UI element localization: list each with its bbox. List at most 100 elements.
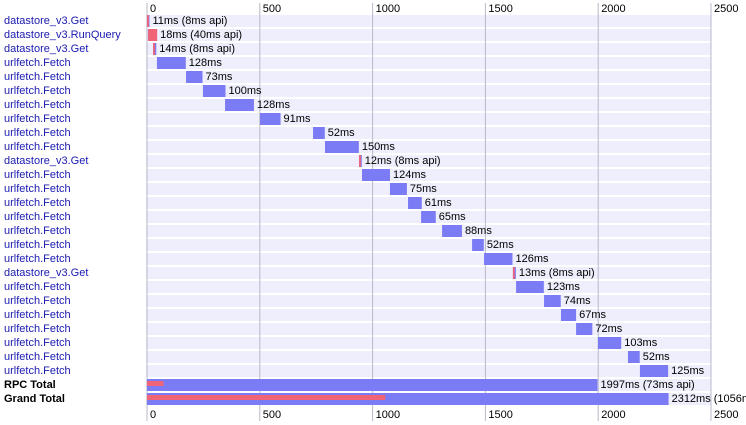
value-label: 128ms <box>257 99 291 111</box>
row-background <box>146 57 711 69</box>
call-label: datastore_v3.Get <box>4 267 88 279</box>
duration-bar <box>389 183 407 195</box>
call-label: urlfetch.Fetch <box>4 337 71 349</box>
row-background <box>146 29 711 41</box>
value-label: 126ms <box>515 253 549 265</box>
duration-bar <box>576 323 593 335</box>
value-label: 100ms <box>229 85 263 97</box>
value-label: 124ms <box>393 169 427 181</box>
call-label: urlfetch.Fetch <box>4 365 71 377</box>
api-bar <box>359 155 361 167</box>
duration-bar <box>544 295 561 307</box>
x-tick-label-bottom: 2000 <box>601 409 625 421</box>
call-label: urlfetch.Fetch <box>4 183 71 195</box>
call-label: urlfetch.Fetch <box>4 253 71 265</box>
value-label: 74ms <box>564 295 591 307</box>
value-label: 67ms <box>579 309 606 321</box>
call-label: urlfetch.Fetch <box>4 225 71 237</box>
x-tick-label-top: 1500 <box>488 3 512 15</box>
x-tick-label-bottom: 2500 <box>714 409 738 421</box>
row-background <box>146 71 711 83</box>
row-background <box>146 351 711 363</box>
row-background <box>146 155 711 167</box>
value-label: 73ms <box>205 71 232 83</box>
row-background <box>146 183 711 195</box>
api-bar <box>153 43 155 55</box>
value-label: 72ms <box>595 323 622 335</box>
call-label: datastore_v3.Get <box>4 43 88 55</box>
duration-bar <box>597 337 622 349</box>
value-label: 88ms <box>465 225 492 237</box>
call-label: datastore_v3.RunQuery <box>4 29 121 41</box>
value-label: 18ms (40ms api) <box>160 29 242 41</box>
row-background <box>146 169 711 181</box>
duration-bar <box>202 85 226 97</box>
x-tick-label-top: 1000 <box>376 3 400 15</box>
call-label: urlfetch.Fetch <box>4 85 71 97</box>
duration-bar <box>186 71 203 83</box>
call-label: urlfetch.Fetch <box>4 281 71 293</box>
call-label: urlfetch.Fetch <box>4 127 71 139</box>
call-label: datastore_v3.Get <box>4 15 88 27</box>
call-label: Grand Total <box>4 393 65 405</box>
value-label: 61ms <box>425 197 452 209</box>
call-label: urlfetch.Fetch <box>4 141 71 153</box>
duration-bar <box>313 127 325 139</box>
row-background <box>146 127 711 139</box>
call-label: datastore_v3.Get <box>4 155 88 167</box>
call-label: urlfetch.Fetch <box>4 211 71 223</box>
duration-bar <box>408 197 422 209</box>
value-label: 103ms <box>624 337 658 349</box>
call-label: urlfetch.Fetch <box>4 295 71 307</box>
row-background <box>146 323 711 335</box>
api-bar <box>147 395 386 400</box>
duration-bar <box>421 211 436 223</box>
x-tick-label-bottom: 1000 <box>376 409 400 421</box>
call-label: urlfetch.Fetch <box>4 113 71 125</box>
row-background <box>146 113 711 125</box>
call-label: RPC Total <box>4 379 56 391</box>
duration-bar <box>324 141 359 153</box>
value-label: 14ms (8ms api) <box>159 43 235 55</box>
row-background <box>146 43 711 55</box>
value-label: 11ms (8ms api) <box>152 15 227 27</box>
row-background <box>146 197 711 209</box>
call-label: urlfetch.Fetch <box>4 239 71 251</box>
row-background <box>146 85 711 97</box>
value-label: 91ms <box>284 113 311 125</box>
value-label: 75ms <box>410 183 437 195</box>
value-label: 125ms <box>671 365 705 377</box>
duration-bar <box>225 99 254 111</box>
duration-bar <box>361 169 390 181</box>
call-label: urlfetch.Fetch <box>4 197 71 209</box>
api-bar <box>512 267 515 279</box>
api-bar <box>147 381 164 386</box>
duration-bar <box>639 365 669 377</box>
call-label: urlfetch.Fetch <box>4 309 71 321</box>
row-background <box>146 309 711 321</box>
x-tick-label-bottom: 500 <box>263 409 281 421</box>
api-bar <box>147 15 149 27</box>
row-background <box>146 225 711 237</box>
value-label: 12ms (8ms api) <box>365 155 441 167</box>
value-label: 52ms <box>328 127 355 139</box>
row-background <box>146 239 711 251</box>
row-background <box>146 337 711 349</box>
value-label: 150ms <box>362 141 396 153</box>
row-background <box>146 281 711 293</box>
value-label: 128ms <box>189 57 223 69</box>
duration-bar <box>472 239 484 251</box>
duration-bar <box>442 225 462 237</box>
duration-bar <box>516 281 544 293</box>
value-label: 13ms (8ms api) <box>519 267 595 279</box>
x-tick-label-top: 2500 <box>714 3 738 15</box>
duration-bar <box>560 309 577 321</box>
call-label: urlfetch.Fetch <box>4 99 71 111</box>
row-background <box>146 365 711 377</box>
duration-bar <box>147 379 598 391</box>
value-label: 123ms <box>547 281 581 293</box>
row-background <box>146 295 711 307</box>
duration-bar <box>627 351 640 363</box>
x-tick-label-bottom: 1500 <box>488 409 512 421</box>
call-label: urlfetch.Fetch <box>4 351 71 363</box>
